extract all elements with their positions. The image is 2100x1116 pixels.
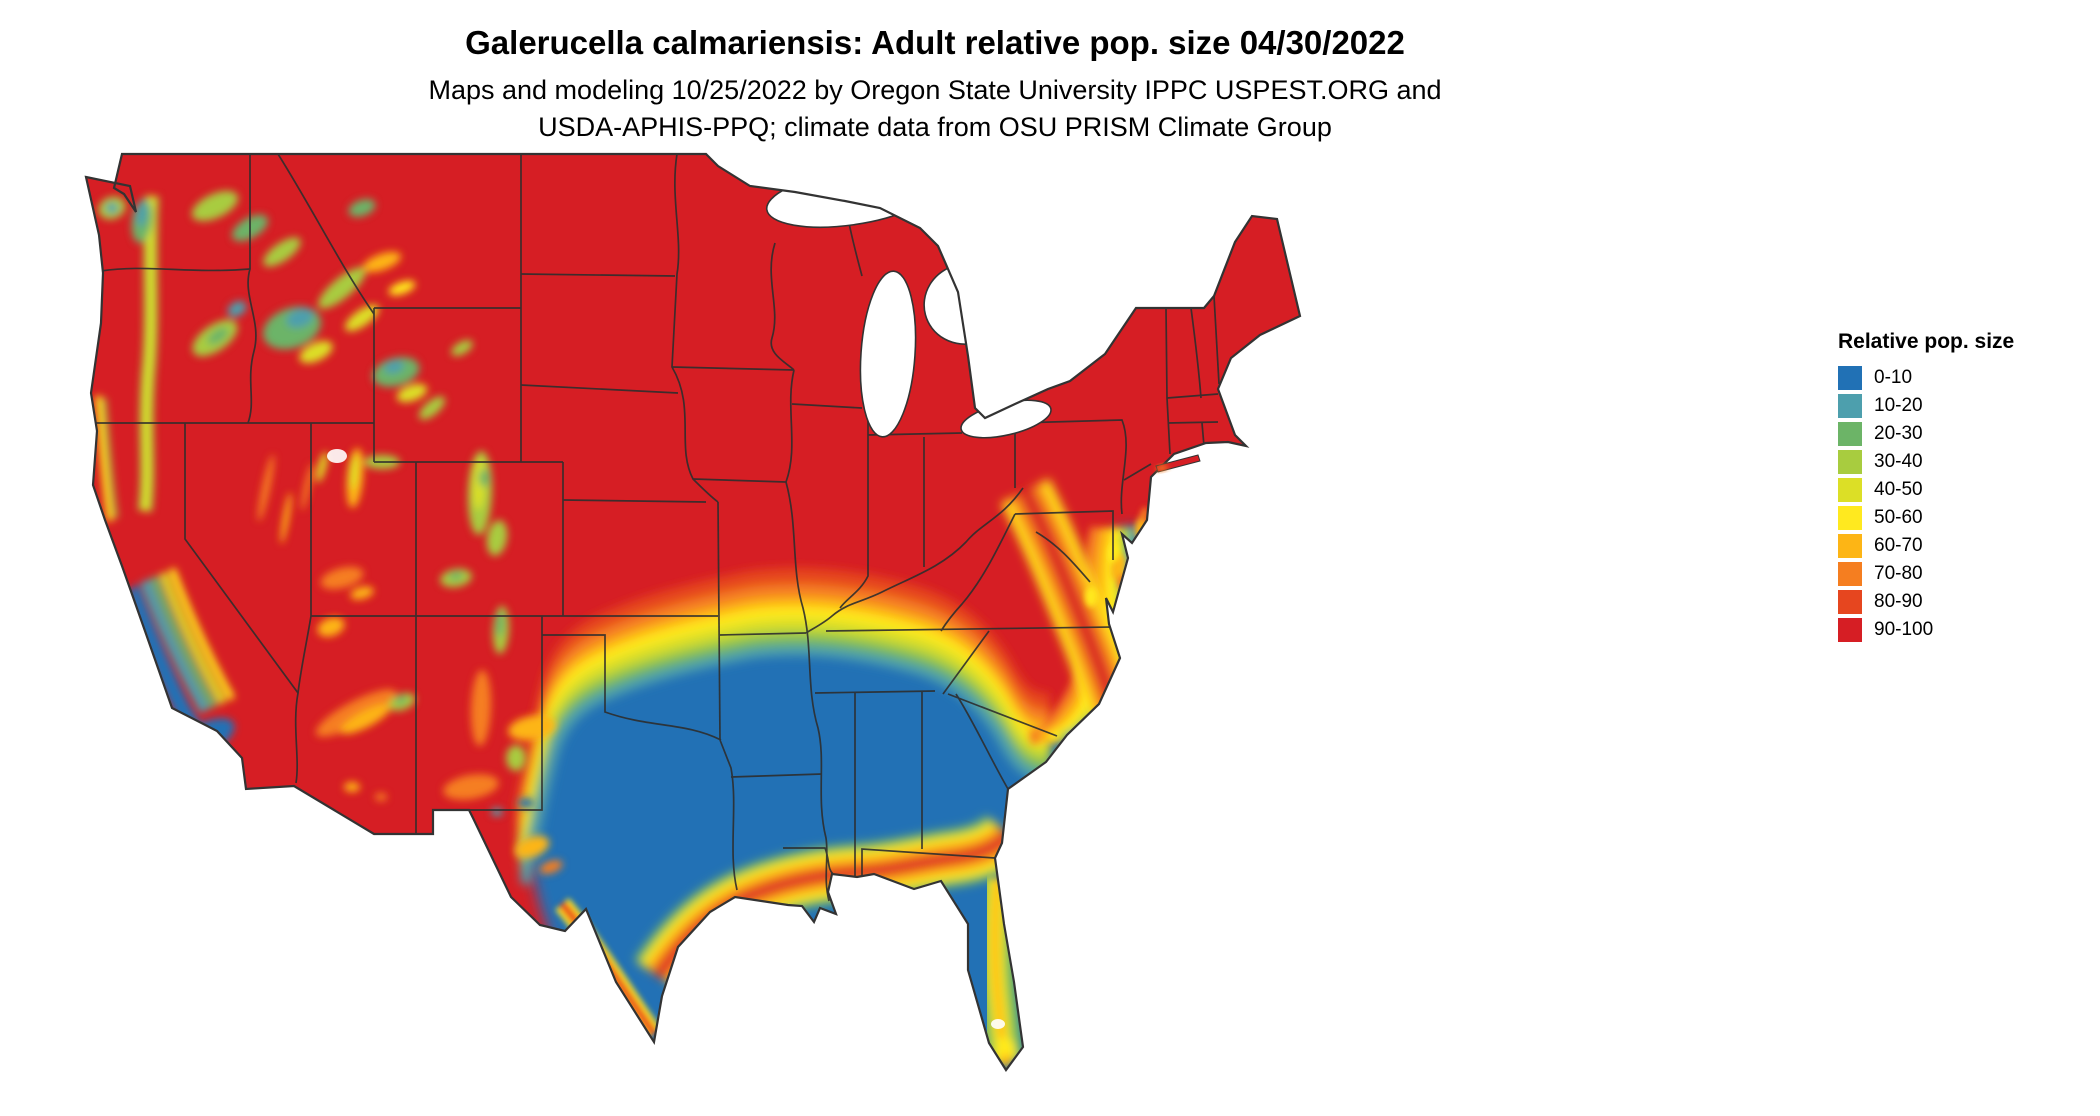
legend-swatch [1838,534,1862,558]
legend-label: 30-40 [1874,451,1923,472]
legend-label: 90-100 [1874,619,1934,640]
subtitle-line-2: USDA-APHIS-PPQ; climate data from OSU PR… [538,112,1332,142]
legend-label: 20-30 [1874,423,1923,444]
map-subtitle: Maps and modeling 10/25/2022 by Oregon S… [0,72,1870,146]
legend-item: 50-60 [1838,506,2088,530]
us-map-container [50,146,1310,1096]
great-salt-lake [327,449,347,463]
legend-swatch [1838,422,1862,446]
western-mottling [98,185,563,874]
page-title: Galerucella calmariensis: Adult relative… [465,24,1405,61]
legend-item: 0-10 [1838,366,2088,390]
legend-rows: 0-10 10-20 20-30 30-40 40-50 50-60 [1838,366,2088,642]
us-map [84,152,1302,1072]
legend-label: 70-80 [1874,563,1923,584]
legend-label: 50-60 [1874,507,1923,528]
legend-label: 60-70 [1874,535,1923,556]
lake-michigan [859,270,917,438]
legend-swatch [1838,478,1862,502]
legend-swatch [1838,618,1862,642]
legend-item: 40-50 [1838,478,2088,502]
legend-label: 0-10 [1874,367,1913,388]
legend-item: 90-100 [1838,618,2088,642]
legend-swatch [1838,562,1862,586]
long-island [1155,454,1201,473]
legend-item: 80-90 [1838,590,2088,614]
subtitle-line-1: Maps and modeling 10/25/2022 by Oregon S… [428,75,1442,105]
legend-label: 80-90 [1874,591,1923,612]
legend-item: 60-70 [1838,534,2088,558]
legend-item: 30-40 [1838,450,2088,474]
legend-swatch [1838,450,1862,474]
lake-okeechobee [991,1019,1005,1029]
legend-label: 10-20 [1874,395,1923,416]
legend: Relative pop. size 0-10 10-20 20-30 30-4… [1838,330,2088,642]
legend-item: 70-80 [1838,562,2088,586]
legend-swatch [1838,366,1862,390]
legend-swatch [1838,590,1862,614]
legend-swatch [1838,394,1862,418]
legend-title: Relative pop. size [1838,330,2015,353]
legend-swatch [1838,506,1862,530]
legend-label: 40-50 [1874,479,1923,500]
florida-streak [995,878,1015,1068]
legend-item: 10-20 [1838,394,2088,418]
legend-item: 20-30 [1838,422,2088,446]
